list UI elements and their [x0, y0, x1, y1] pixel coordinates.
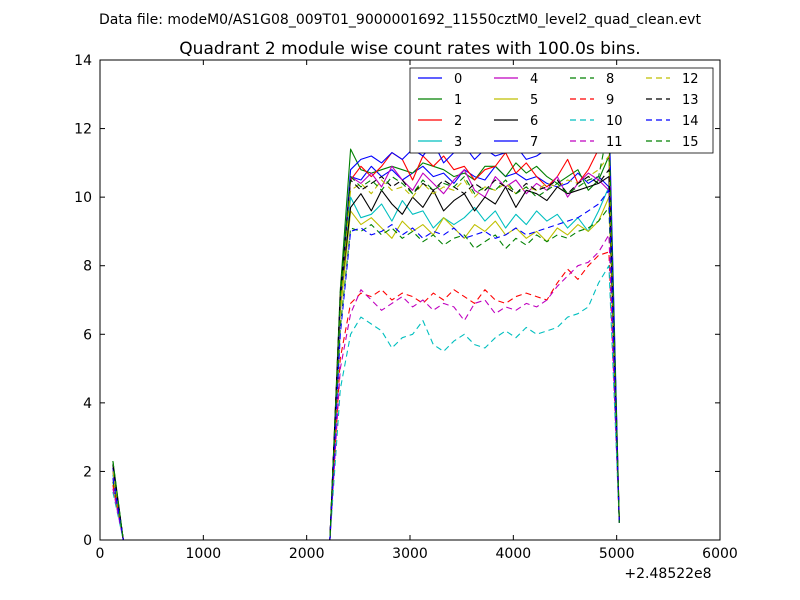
- y-tick-label: 8: [83, 259, 92, 275]
- legend-label-12: 12: [682, 72, 699, 87]
- x-tick-label: 1000: [186, 546, 222, 562]
- legend-label-6: 6: [530, 114, 538, 129]
- x-tick-label: 5000: [599, 546, 635, 562]
- plot-frame: [99, 59, 721, 541]
- x-tick-label: 4000: [496, 546, 532, 562]
- series-line-6: [112, 176, 620, 540]
- legend-box: [409, 67, 714, 154]
- series-line-15: [112, 124, 620, 540]
- chart-title: Quadrant 2 module wise count rates with …: [179, 39, 640, 59]
- chart-suptitle: Data file: modeM0/AS1G08_009T01_90000016…: [99, 12, 701, 28]
- x-tick-label: 0: [96, 546, 105, 562]
- x-offset-label: +2.48522e8: [624, 566, 711, 582]
- series-line-10: [112, 265, 620, 540]
- legend-label-14: 14: [682, 114, 699, 129]
- y-tick-label: 4: [83, 396, 92, 412]
- series-line-8: [112, 206, 620, 540]
- legend-label-0: 0: [454, 72, 462, 87]
- y-tick-label: 14: [74, 53, 92, 69]
- legend-label-11: 11: [606, 135, 623, 150]
- series-line-11: [112, 234, 620, 540]
- x-tick-label: 6000: [702, 546, 738, 562]
- series-layer: [112, 107, 620, 540]
- y-tick-label: 10: [74, 190, 92, 206]
- legend-label-3: 3: [454, 135, 462, 150]
- legend-label-4: 4: [530, 72, 538, 87]
- x-tick-label: 3000: [392, 546, 428, 562]
- series-line-7: [112, 107, 620, 540]
- legend-label-1: 1: [454, 93, 462, 108]
- series-line-14: [112, 189, 620, 540]
- series-line-0: [112, 165, 620, 540]
- y-tick-label: 0: [83, 533, 92, 549]
- series-line-2: [112, 134, 620, 540]
- legend-label-8: 8: [606, 72, 614, 87]
- legend-label-15: 15: [682, 135, 699, 150]
- y-tick-label: 6: [83, 327, 92, 343]
- y-tick-label: 12: [74, 122, 92, 138]
- legend-label-9: 9: [606, 93, 614, 108]
- x-tick-label: 2000: [289, 546, 325, 562]
- y-tick-label: 2: [83, 464, 92, 480]
- series-line-13: [112, 169, 620, 540]
- legend-label-7: 7: [530, 135, 538, 150]
- legend-label-2: 2: [454, 114, 462, 129]
- legend-label-10: 10: [606, 114, 623, 129]
- series-line-3: [112, 186, 620, 540]
- legend-label-13: 13: [682, 93, 699, 108]
- legend-label-5: 5: [530, 93, 538, 108]
- series-line-4: [112, 165, 620, 540]
